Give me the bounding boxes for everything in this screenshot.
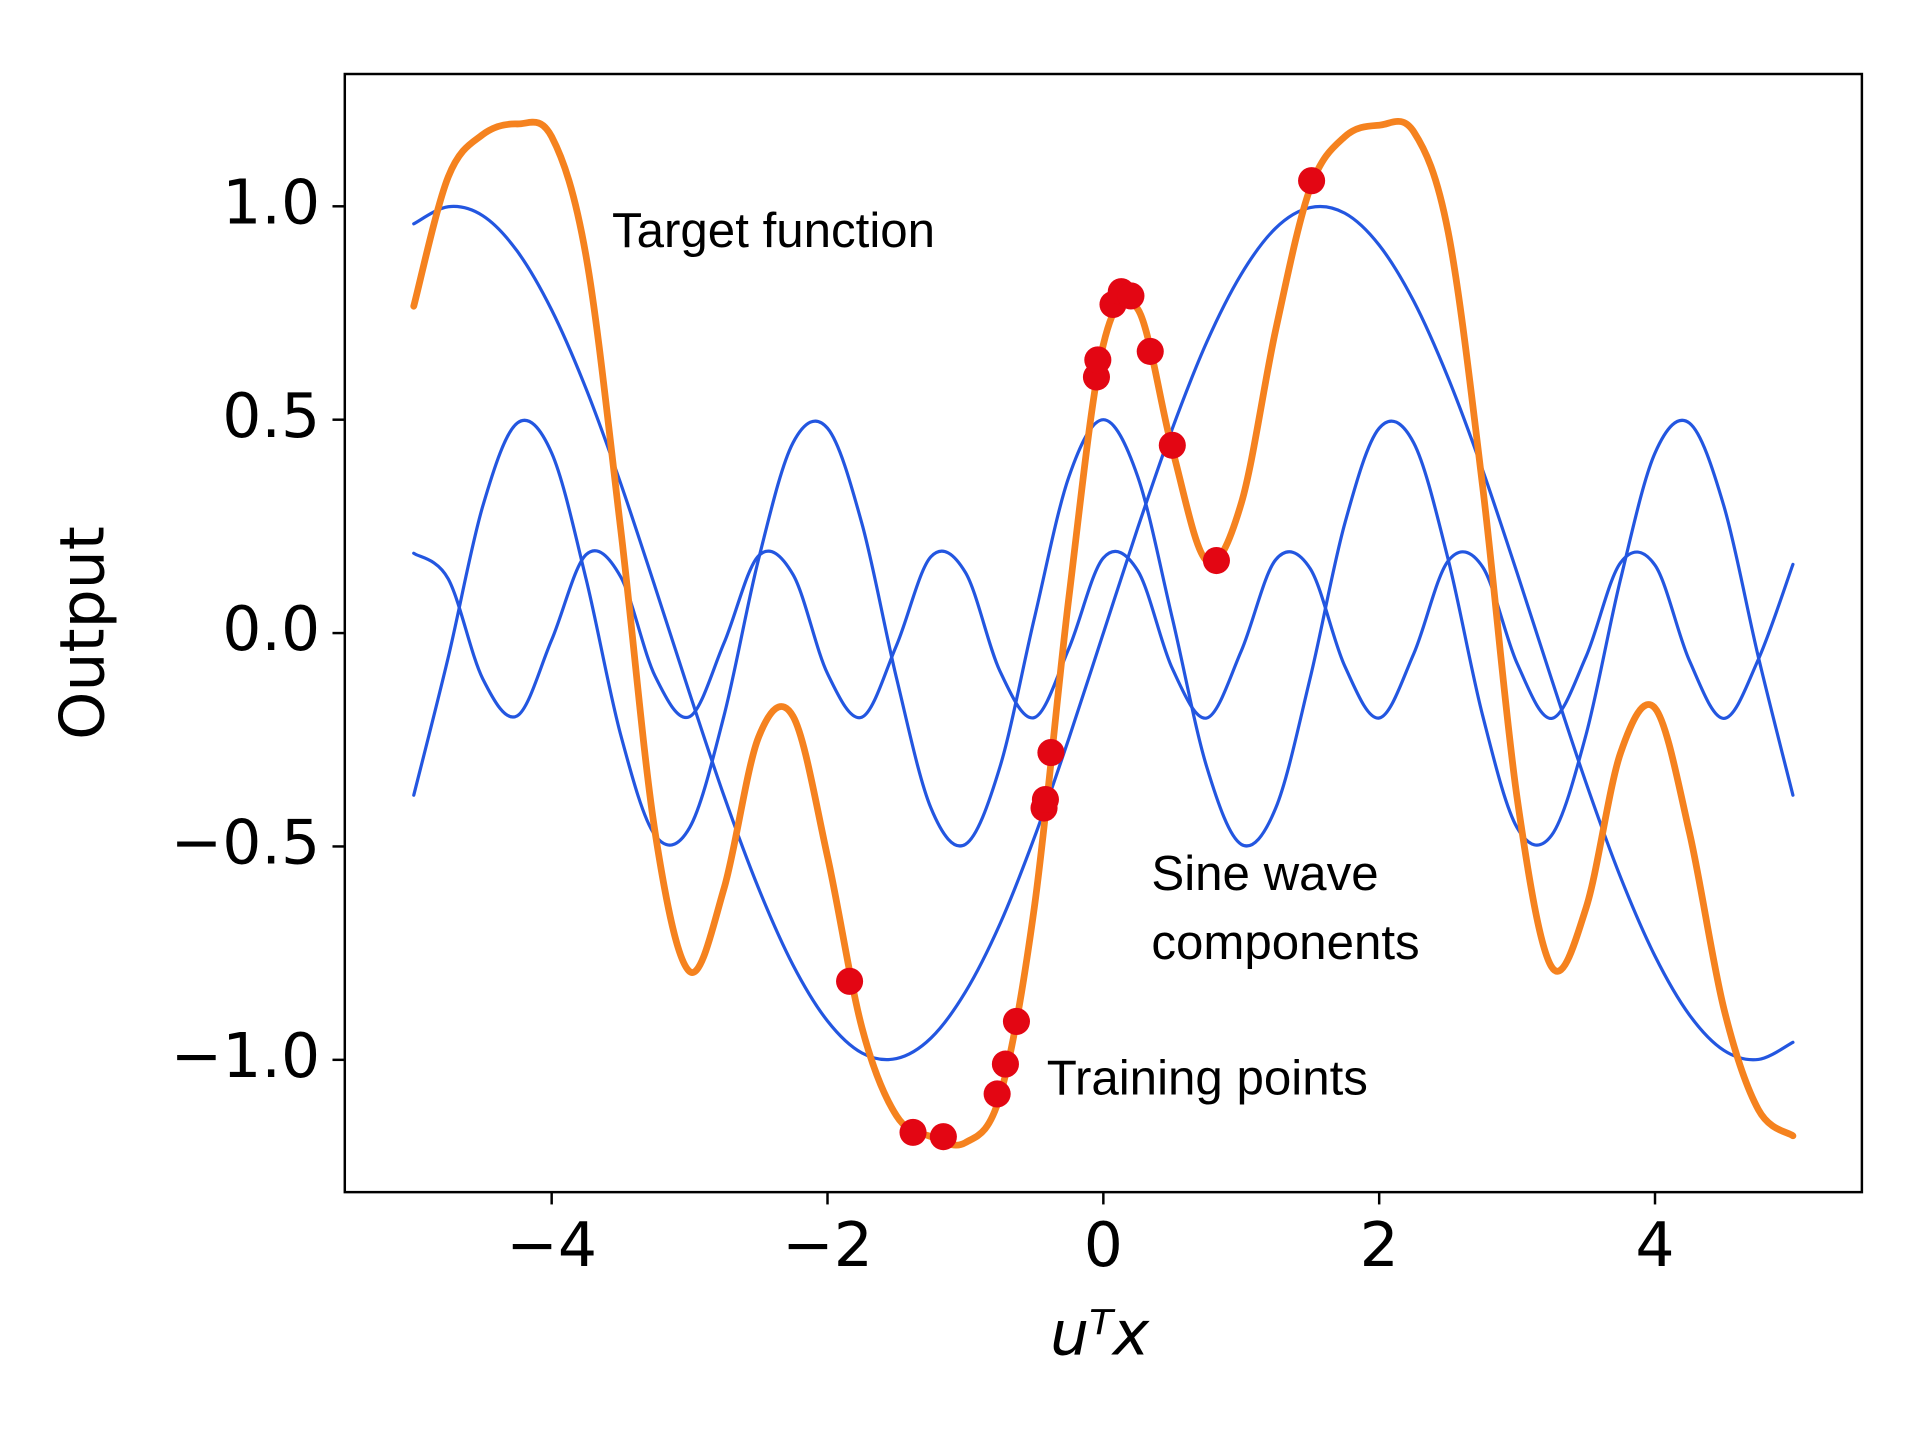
x-tick-label: 0 <box>1084 1209 1123 1281</box>
training-point <box>899 1118 927 1146</box>
components-annotation: components <box>1151 915 1419 970</box>
x-tick-label: 4 <box>1635 1209 1674 1281</box>
training-point <box>1136 337 1164 365</box>
x-tick-label: −2 <box>782 1209 873 1281</box>
points-annotation: Training points <box>1047 1050 1368 1105</box>
components-annotation: Sine wave <box>1151 846 1378 901</box>
x-axis-label: uᵀx <box>1050 1298 1150 1370</box>
component-line <box>412 418 1795 848</box>
plot-area <box>410 118 1797 1151</box>
training-point <box>1202 546 1230 575</box>
training-point <box>1117 282 1145 310</box>
training-point <box>1298 167 1326 195</box>
y-tick-label: 0.5 <box>222 380 320 452</box>
training-point <box>1084 346 1112 374</box>
y-axis-label: Output <box>46 526 118 740</box>
training-point <box>836 967 864 995</box>
component-line <box>412 549 1795 721</box>
training-point <box>983 1080 1011 1108</box>
training-point <box>1002 1007 1031 1035</box>
training-point <box>929 1123 957 1151</box>
training-point <box>991 1050 1019 1078</box>
training-point <box>1037 739 1065 767</box>
y-tick-label: 1.0 <box>222 166 320 238</box>
y-tick-label: 0.0 <box>222 593 320 665</box>
target-annotation: Target function <box>612 203 935 258</box>
training-point <box>1031 785 1059 814</box>
y-tick-label: −0.5 <box>171 807 321 879</box>
component-line <box>412 204 1795 1062</box>
x-tick-label: 2 <box>1360 1209 1399 1281</box>
x-tick-label: −4 <box>506 1209 597 1281</box>
y-tick-label: −1.0 <box>171 1020 321 1092</box>
training-point <box>1158 431 1186 459</box>
